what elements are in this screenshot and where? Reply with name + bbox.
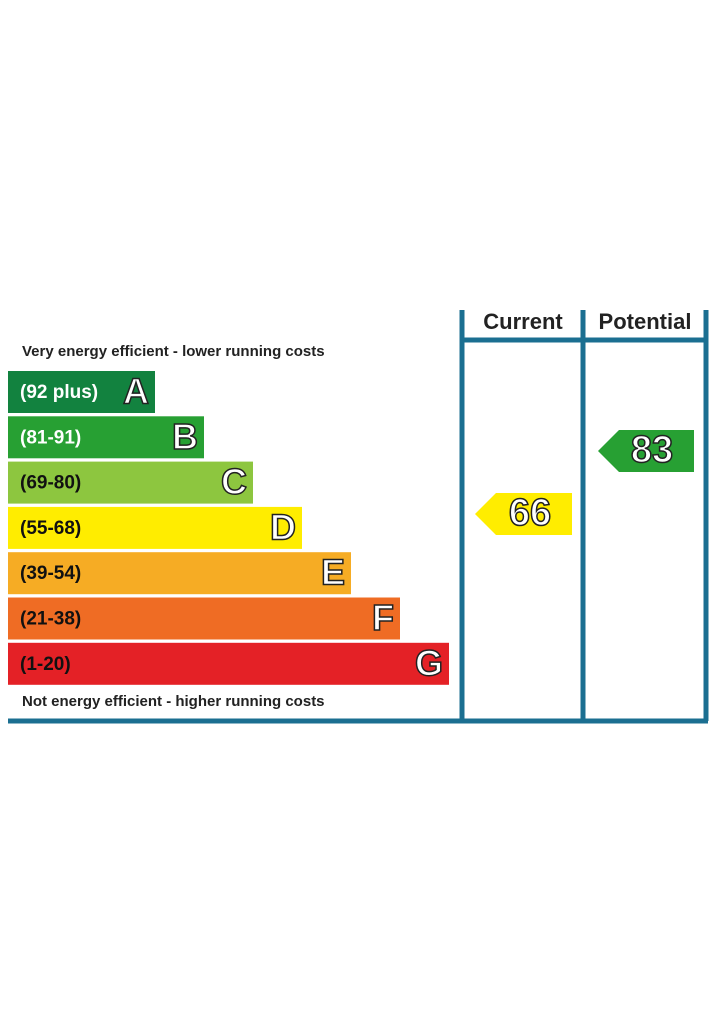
potential-arrow <box>598 430 694 472</box>
band-letter: B <box>172 416 198 457</box>
bands: (92 plus) A (81-91) B (69-80) C (55-68) D (39-54… <box>8 370 449 685</box>
band-range: (55-68) <box>20 518 81 539</box>
band-range: (92 plus) <box>20 382 98 403</box>
top-note: Very energy efficient - lower running co… <box>22 343 325 360</box>
band-letter: C <box>221 461 247 502</box>
band <box>8 506 302 549</box>
band-range: (1-20) <box>20 654 71 675</box>
current-arrow <box>475 493 572 535</box>
band-letter: G <box>415 642 443 683</box>
band <box>8 371 155 413</box>
band <box>8 552 351 595</box>
column-header: Potential <box>599 309 692 334</box>
band <box>8 461 253 504</box>
current-rating: 66 <box>509 492 551 534</box>
bottom-note: Not energy efficient - higher running co… <box>22 693 325 710</box>
band <box>8 642 449 685</box>
band-range: (69-80) <box>20 473 81 494</box>
band-range: (21-38) <box>20 609 81 630</box>
potential-rating: 83 <box>631 429 673 471</box>
band-letter: F <box>372 597 394 638</box>
column-header: Current <box>483 309 563 334</box>
band-range: (81-91) <box>20 427 81 448</box>
band <box>8 416 204 459</box>
band-letter: D <box>270 506 296 547</box>
band <box>8 597 400 640</box>
band-letter: E <box>321 552 345 593</box>
band-letter: A <box>123 371 149 412</box>
band-range: (39-54) <box>20 563 81 584</box>
